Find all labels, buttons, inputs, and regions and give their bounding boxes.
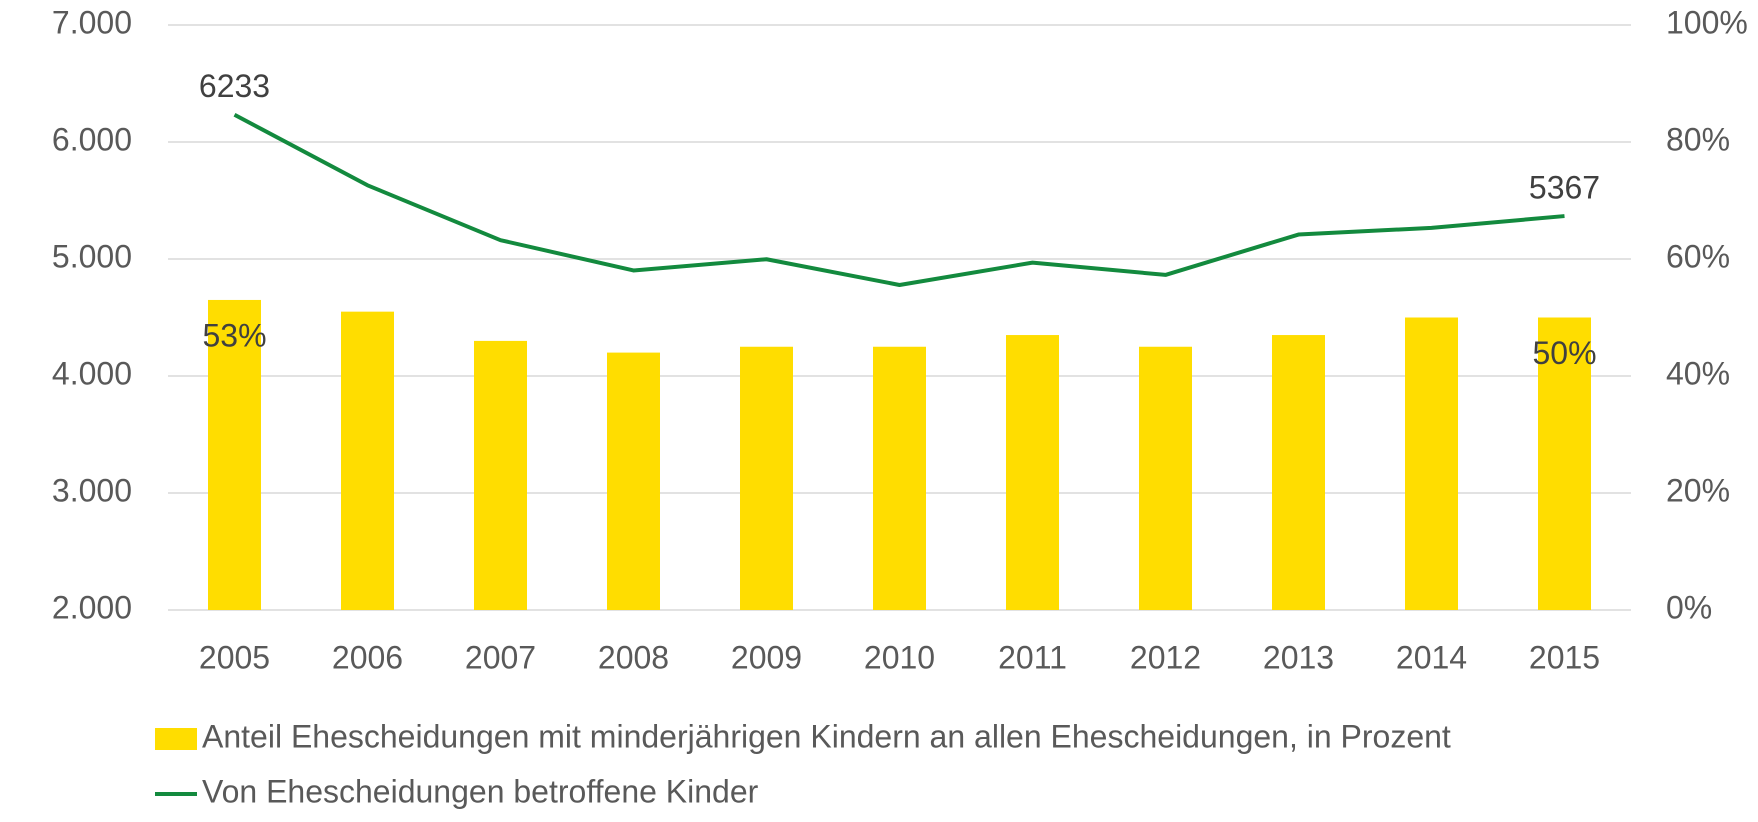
bar <box>873 346 926 610</box>
x-tick-label: 2015 <box>1529 639 1600 675</box>
y2-tick-label: 80% <box>1666 121 1730 157</box>
legend-label: Anteil Ehescheidungen mit minderjährigen… <box>202 718 1451 754</box>
x-tick-label: 2012 <box>1130 639 1201 675</box>
y-tick-label: 2.000 <box>52 589 132 625</box>
line <box>233 112 1565 287</box>
legend-swatch <box>155 728 197 750</box>
y2-tick-label: 20% <box>1666 472 1730 508</box>
bar <box>1272 335 1325 610</box>
data-label: 6233 <box>199 68 270 104</box>
bar <box>1538 317 1591 610</box>
y2-tick-label: 100% <box>1666 4 1748 40</box>
x-tick-label: 2010 <box>864 639 935 675</box>
x-tick-label: 2007 <box>465 639 536 675</box>
bar <box>474 340 527 610</box>
bar <box>208 299 261 610</box>
x-tick-label: 2008 <box>598 639 669 675</box>
bar <box>1006 335 1059 610</box>
x-tick-label: 2014 <box>1396 639 1467 675</box>
bar <box>341 311 394 610</box>
x-tick-label: 2011 <box>998 639 1067 675</box>
y-tick-label: 4.000 <box>52 355 132 391</box>
data-label: 53% <box>202 317 266 353</box>
bar <box>1405 317 1458 610</box>
y2-tick-label: 0% <box>1666 589 1712 625</box>
y-tick-label: 5.000 <box>52 238 132 274</box>
y-tick-label: 6.000 <box>52 121 132 157</box>
data-label: 5367 <box>1529 170 1600 206</box>
bar <box>607 352 660 610</box>
y2-tick-label: 40% <box>1666 355 1730 391</box>
y-tick-label: 3.000 <box>52 472 132 508</box>
x-tick-label: 2013 <box>1263 639 1334 675</box>
y2-tick-label: 60% <box>1666 238 1730 274</box>
x-tick-label: 2009 <box>731 639 802 675</box>
legend-label: Von Ehescheidungen betroffene Kinder <box>202 773 759 809</box>
bar <box>1139 346 1192 610</box>
data-label: 50% <box>1532 335 1596 371</box>
y-tick-label: 7.000 <box>52 4 132 40</box>
bar <box>740 346 793 610</box>
x-tick-label: 2005 <box>199 639 270 675</box>
x-tick-label: 2006 <box>332 639 403 675</box>
